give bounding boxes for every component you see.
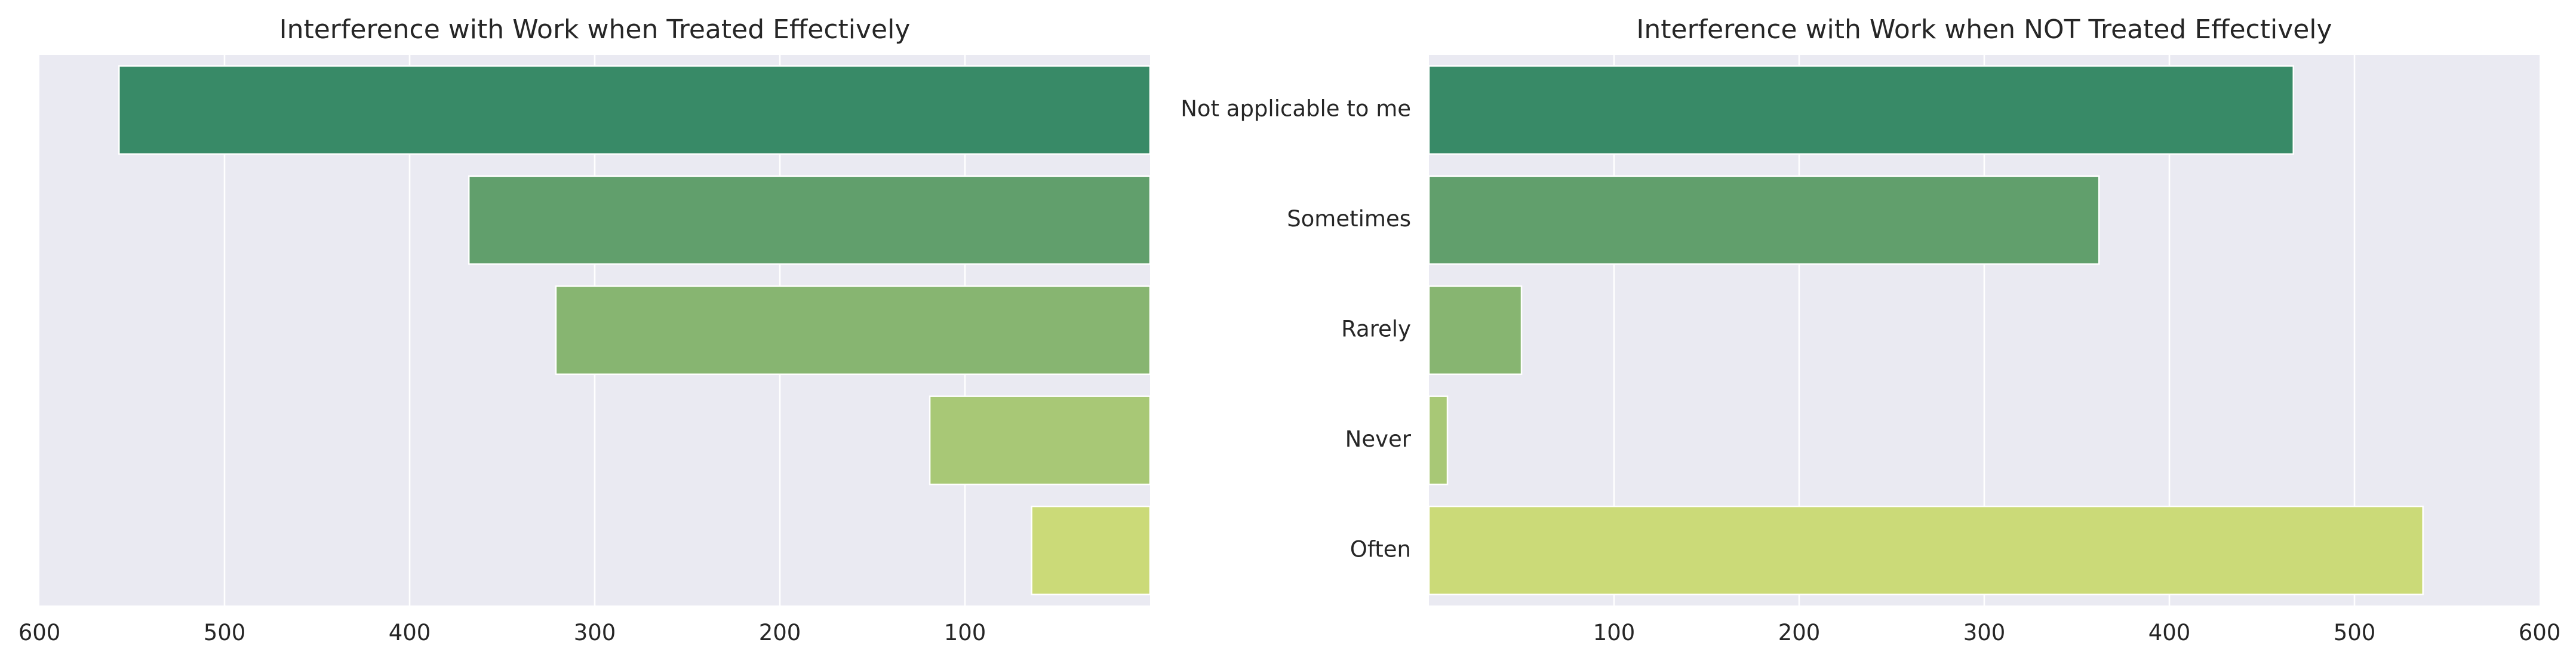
x-tick-label: 200	[759, 620, 801, 645]
bar	[929, 395, 1151, 485]
right-chart-panel: Not applicable to me Sometimes Rarely Never…	[1181, 14, 2560, 645]
chart-title: Interference with Work when NOT Treated …	[1636, 14, 2332, 45]
category-label: Not applicable to me	[1181, 96, 1411, 122]
x-tick-label: 100	[944, 620, 986, 645]
category-label: Sometimes	[1287, 206, 1411, 232]
bar	[1428, 505, 2424, 595]
category-label: Often	[1350, 536, 1411, 562]
left-chart-panel: 600 500 400 300 200 100 Interference with Work…	[19, 14, 1151, 645]
x-tick-label: 400	[2148, 620, 2191, 645]
x-tick-label: 400	[389, 620, 431, 645]
x-tick-label: 300	[1963, 620, 2006, 645]
category-label: Rarely	[1341, 316, 1411, 342]
bar	[1428, 285, 1523, 376]
x-tick-label: 300	[574, 620, 616, 645]
bar	[1031, 505, 1151, 595]
chart-title: Interference with Work when Treated Effe…	[279, 14, 911, 45]
x-tick-label: 600	[2519, 620, 2561, 645]
x-tick-label: 500	[2334, 620, 2376, 645]
x-tick-label: 200	[1778, 620, 1821, 645]
bar	[555, 285, 1151, 376]
bar	[118, 65, 1151, 155]
bar	[468, 175, 1151, 265]
category-label: Never	[1345, 426, 1412, 452]
bar	[1428, 175, 2100, 265]
bar	[1428, 395, 1449, 485]
x-tick-label: 600	[19, 620, 61, 645]
x-tick-label: 100	[1593, 620, 1636, 645]
bar	[1428, 65, 2294, 155]
x-tick-label: 500	[204, 620, 246, 645]
